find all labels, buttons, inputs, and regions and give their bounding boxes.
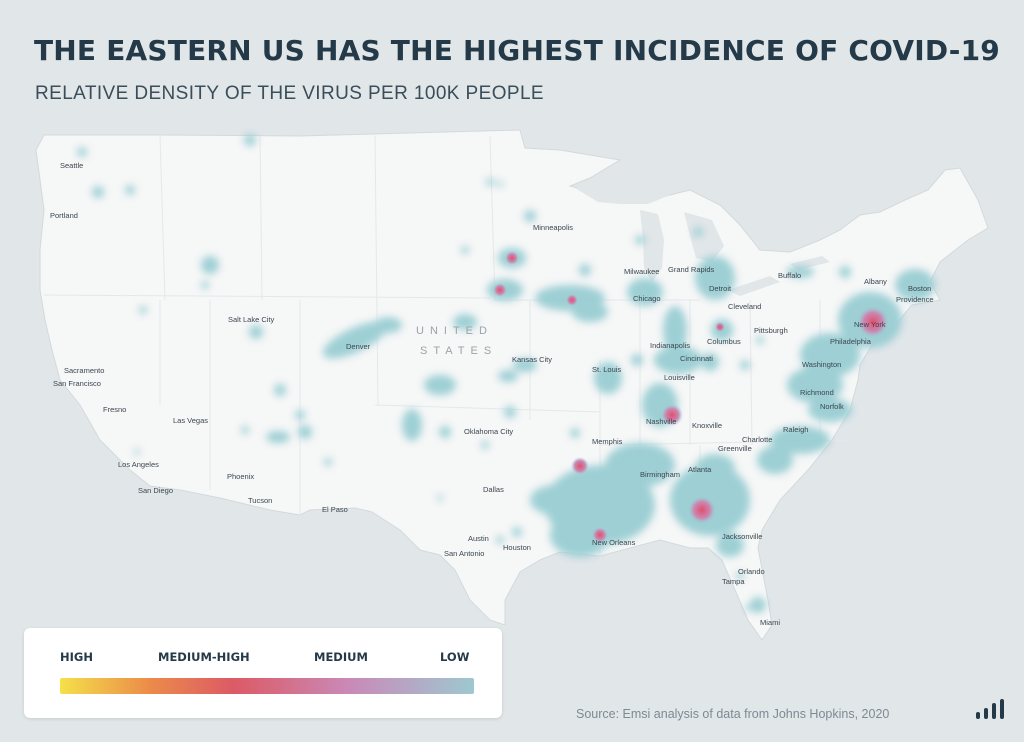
map-svg: UNITED STATES Seattle Portland Sacrament…	[35, 129, 989, 641]
city-label: Cincinnati	[680, 354, 713, 363]
legend-label-high: HIGH	[60, 650, 93, 664]
city-label: Atlanta	[688, 465, 712, 474]
city-label: Raleigh	[783, 425, 808, 434]
city-label: Oklahoma City	[464, 427, 513, 436]
city-labels: Seattle Portland Sacramento San Francisc…	[50, 161, 934, 627]
city-label: Tampa	[722, 577, 745, 586]
us-heat-map: UNITED STATES Seattle Portland Sacrament…	[0, 110, 1024, 650]
city-label: Birmingham	[640, 470, 680, 479]
bar-chart-logo-icon	[976, 699, 1004, 719]
city-label: Albany	[864, 277, 887, 286]
city-label: Nashville	[646, 417, 676, 426]
city-label: Louisville	[664, 373, 695, 382]
city-label: Boston	[908, 284, 931, 293]
city-label: St. Louis	[592, 365, 621, 374]
legend-color-ramp	[60, 678, 474, 694]
source-note: Source: Emsi analysis of data from Johns…	[576, 707, 890, 721]
hotspots-layer	[493, 251, 889, 543]
city-label: Jacksonville	[722, 532, 762, 541]
legend-label-medium-high: MEDIUM-HIGH	[158, 650, 250, 664]
lake-michigan	[640, 210, 664, 282]
city-label: Buffalo	[778, 271, 801, 280]
city-label: Knoxville	[692, 421, 722, 430]
city-label: Orlando	[738, 567, 765, 576]
city-label: Minneapolis	[533, 223, 573, 232]
city-label: Las Vegas	[173, 416, 208, 425]
page-title: THE EASTERN US HAS THE HIGHEST INCIDENCE…	[34, 34, 1000, 67]
city-label: Milwaukee	[624, 267, 659, 276]
city-label: Seattle	[60, 161, 83, 170]
city-label: Grand Rapids	[668, 265, 715, 274]
city-label: New York	[854, 320, 886, 329]
city-label: Providence	[896, 295, 934, 304]
city-label: El Paso	[322, 505, 348, 514]
city-label: Fresno	[103, 405, 126, 414]
page-subtitle: RELATIVE DENSITY OF THE VIRUS PER 100K P…	[35, 83, 544, 104]
city-label: Kansas City	[512, 355, 552, 364]
city-label: San Diego	[138, 486, 173, 495]
city-label: Norfolk	[820, 402, 844, 411]
city-label: Pittsburgh	[754, 326, 788, 335]
city-label: Austin	[468, 534, 489, 543]
city-label: Denver	[346, 342, 371, 351]
city-label: Phoenix	[227, 472, 254, 481]
city-label: Tucson	[248, 496, 272, 505]
lake-erie	[728, 276, 780, 296]
city-label: Portland	[50, 211, 78, 220]
city-label: Dallas	[483, 485, 504, 494]
city-label: Miami	[760, 618, 780, 627]
city-label: Chicago	[633, 294, 661, 303]
us-landmass	[35, 129, 989, 641]
city-label: Detroit	[709, 284, 732, 293]
lake-superior	[575, 183, 670, 204]
city-label: Los Angeles	[118, 460, 159, 469]
city-label: Philadelphia	[830, 337, 872, 346]
city-label: Richmond	[800, 388, 834, 397]
city-label: Charlotte	[742, 435, 772, 444]
country-label-line1: UNITED	[416, 325, 493, 337]
city-label: Washington	[802, 360, 841, 369]
legend-label-low: LOW	[440, 650, 470, 664]
city-label: Memphis	[592, 437, 623, 446]
city-label: Salt Lake City	[228, 315, 275, 324]
country-label-line2: STATES	[420, 345, 497, 357]
city-label: Greenville	[718, 444, 752, 453]
city-label: Cleveland	[728, 302, 761, 311]
city-label: New Orleans	[592, 538, 636, 547]
legend-panel: HIGH MEDIUM-HIGH MEDIUM LOW	[24, 628, 502, 718]
city-label: Sacramento	[64, 366, 104, 375]
city-label: San Antonio	[444, 549, 484, 558]
city-label: San Francisco	[53, 379, 101, 388]
city-label: Indianapolis	[650, 341, 690, 350]
legend-label-medium: MEDIUM	[314, 650, 368, 664]
lake-huron	[684, 212, 724, 262]
city-label: Houston	[503, 543, 531, 552]
city-label: Columbus	[707, 337, 741, 346]
